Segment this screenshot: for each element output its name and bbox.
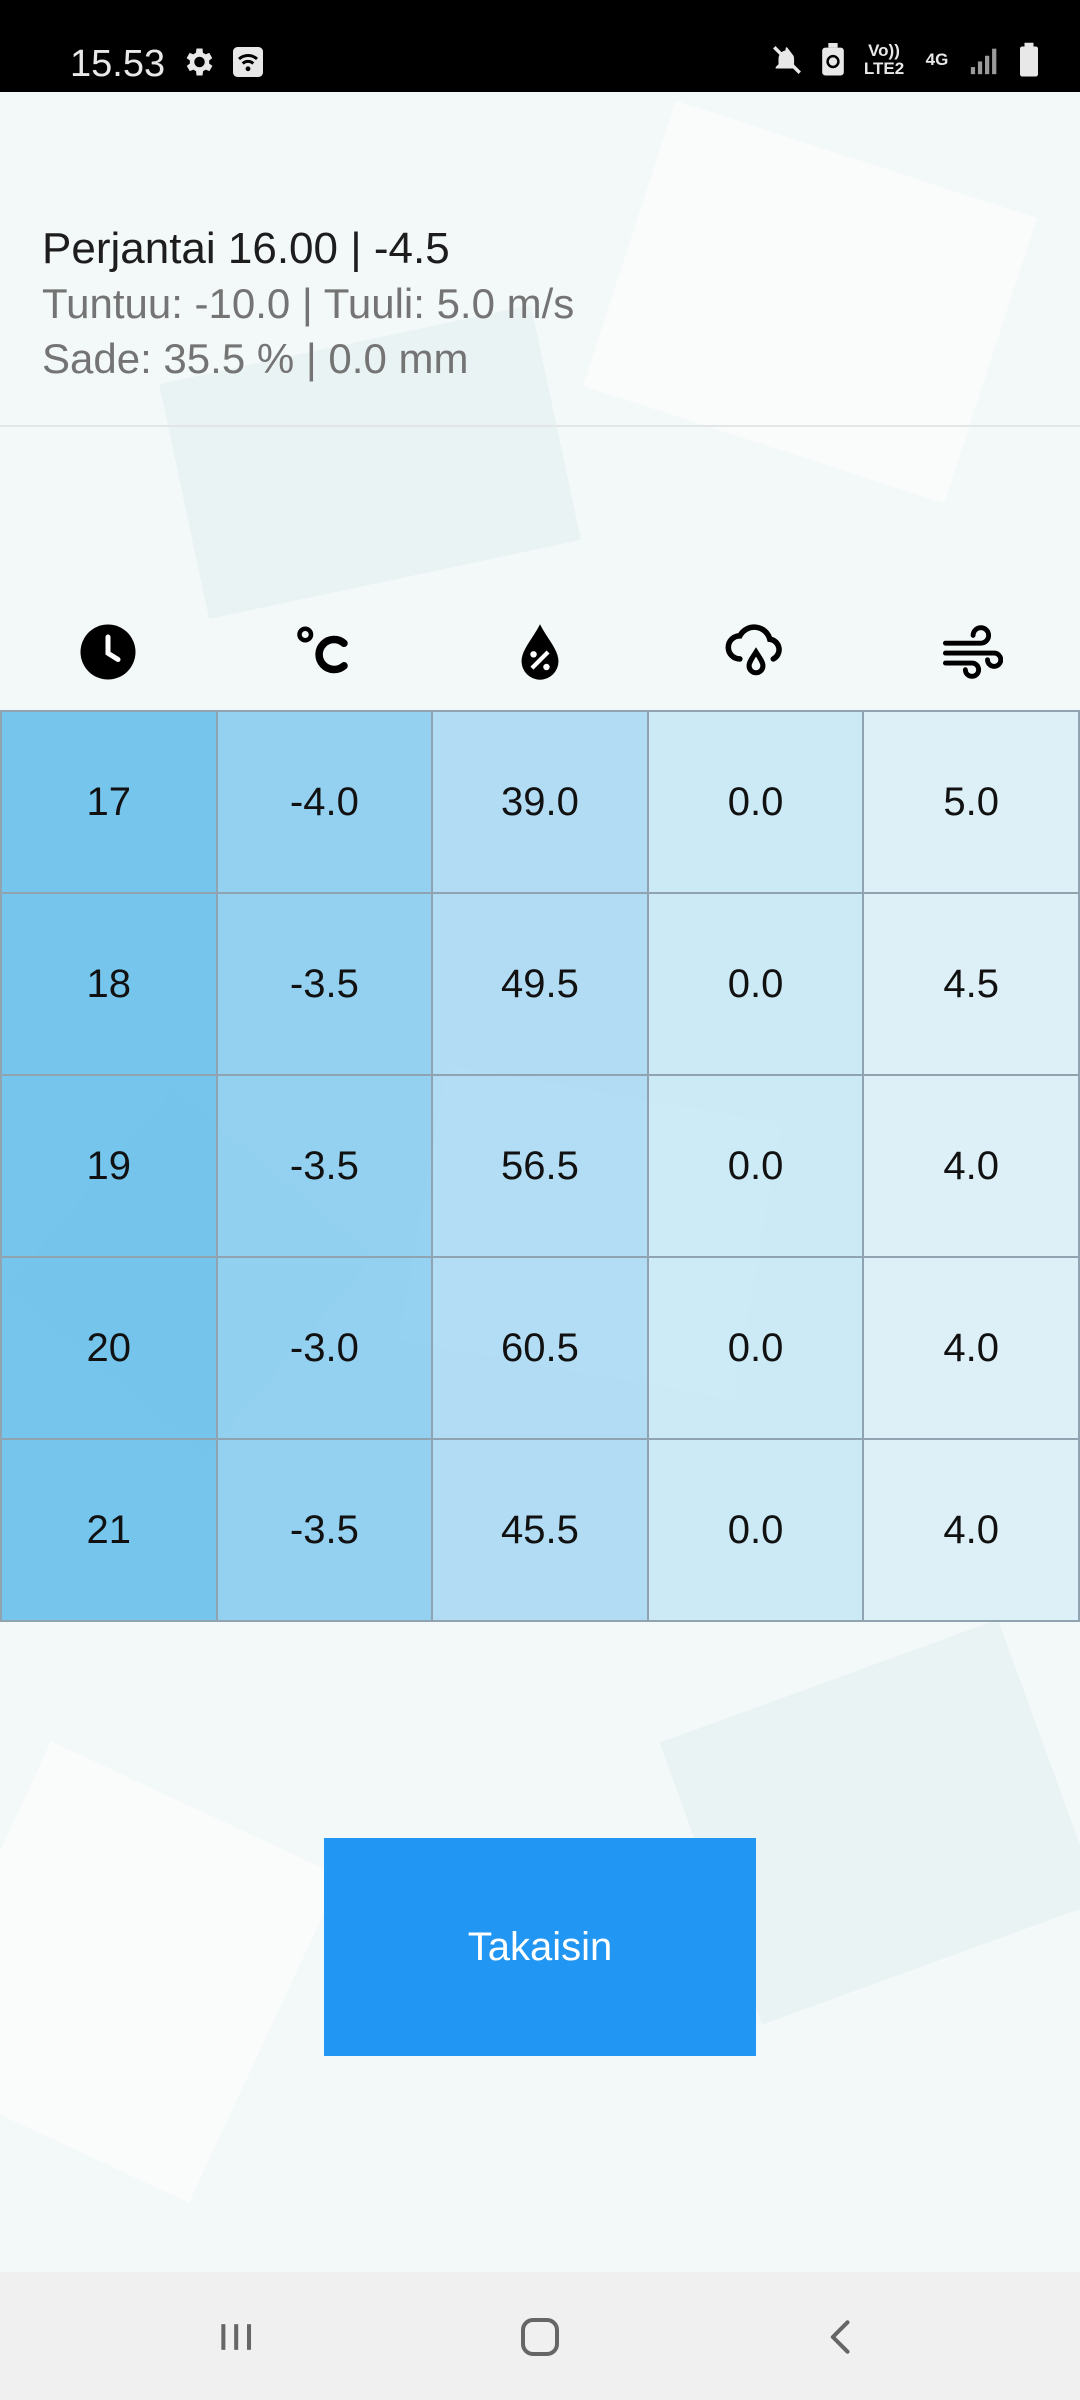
hour-cell: 17 <box>0 710 218 894</box>
table-row: 21 -3.5 45.5 0.0 4.0 <box>0 1438 1080 1622</box>
precipitation-cell: 0.0 <box>646 1256 865 1440</box>
back-icon <box>830 2320 850 2354</box>
back-button[interactable]: Takaisin <box>324 1838 756 2056</box>
column-header-icons <box>0 592 1080 712</box>
temperature-cell: -3.5 <box>215 1074 434 1258</box>
hour-cell: 18 <box>0 892 218 1076</box>
hour-cell: 19 <box>0 1074 218 1258</box>
mute-icon <box>773 46 801 74</box>
status-bar: 15.53 Vo)) LTE2 4G <box>0 0 1080 92</box>
feels-like-wind: Tuntuu: -10.0 | Tuuli: 5.0 m/s <box>42 280 575 327</box>
precipitation-cell: 0.0 <box>646 892 865 1076</box>
hour-cell: 21 <box>0 1438 218 1622</box>
signal-icon <box>970 48 997 75</box>
volte-label: Vo)) LTE2 <box>863 41 905 78</box>
system-navigation-bar <box>0 2272 1080 2400</box>
app-content: Perjantai 16.00 | -4.5 Tuntuu: -10.0 | T… <box>0 92 1080 2272</box>
temperature-cell: -4.0 <box>215 710 434 894</box>
wind-icon <box>942 625 1003 679</box>
wind-cell: 4.0 <box>862 1074 1080 1258</box>
humidity-cell: 45.5 <box>431 1438 649 1622</box>
home-icon <box>521 2318 559 2356</box>
battery-saver-icon <box>822 43 844 76</box>
celsius-icon <box>297 626 348 674</box>
home-button[interactable] <box>480 2302 600 2372</box>
wind-cell: 4.5 <box>862 892 1080 1076</box>
divider <box>0 425 1080 427</box>
rain-cloud-icon <box>725 624 782 676</box>
wind-cell: 5.0 <box>862 710 1080 894</box>
temperature-cell: -3.0 <box>215 1256 434 1440</box>
humidity-cell: 39.0 <box>431 710 649 894</box>
temperature-cell: -3.5 <box>215 892 434 1076</box>
table-row: 20 -3.0 60.5 0.0 4.0 <box>0 1256 1080 1440</box>
wind-cell: 4.0 <box>862 1438 1080 1622</box>
day-time-temperature: Perjantai 16.00 | -4.5 <box>42 224 450 273</box>
humidity-drop-icon <box>521 624 559 680</box>
network-type-label: 4G <box>925 50 949 69</box>
battery-icon <box>1020 42 1038 77</box>
humidity-cell: 60.5 <box>431 1256 649 1440</box>
hour-column-header <box>0 592 216 712</box>
clock-icon <box>80 624 136 680</box>
recents-button[interactable] <box>176 2302 296 2372</box>
precipitation-cell: 0.0 <box>646 710 865 894</box>
wifi-hotspot-icon <box>233 47 263 77</box>
temperature-column-header <box>216 592 432 712</box>
wind-column-header <box>864 592 1080 712</box>
precipitation-summary: Sade: 35.5 % | 0.0 mm <box>42 335 469 382</box>
temperature-cell: -3.5 <box>215 1438 434 1622</box>
hourly-forecast-table: 17 -4.0 39.0 0.0 5.0 18 -3.5 49.5 0.0 4.… <box>0 710 1080 1622</box>
humidity-cell: 56.5 <box>431 1074 649 1258</box>
precipitation-column-header <box>648 592 864 712</box>
precipitation-cell: 0.0 <box>646 1438 865 1622</box>
precipitation-cell: 0.0 <box>646 1074 865 1258</box>
humidity-cell: 49.5 <box>431 892 649 1076</box>
recents-icon <box>221 2324 252 2350</box>
table-row: 18 -3.5 49.5 0.0 4.5 <box>0 892 1080 1076</box>
nav-back-button[interactable] <box>782 2302 902 2372</box>
table-row: 19 -3.5 56.5 0.0 4.0 <box>0 1074 1080 1258</box>
hour-cell: 20 <box>0 1256 218 1440</box>
table-row: 17 -4.0 39.0 0.0 5.0 <box>0 710 1080 894</box>
current-weather-summary: Perjantai 16.00 | -4.5 Tuntuu: -10.0 | T… <box>42 222 1042 386</box>
wind-cell: 4.0 <box>862 1256 1080 1440</box>
gear-icon <box>186 48 213 76</box>
humidity-column-header <box>432 592 648 712</box>
status-time: 15.53 <box>70 43 166 85</box>
